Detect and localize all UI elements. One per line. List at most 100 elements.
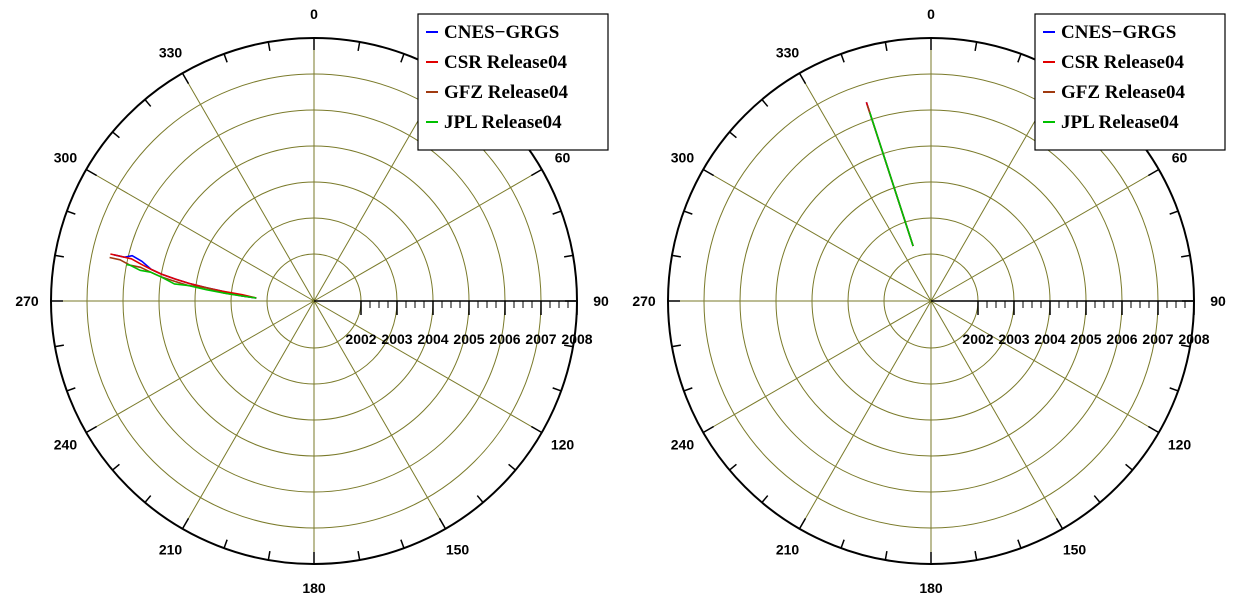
left-legend-box bbox=[417, 13, 609, 151]
polar-chart-left: 0 60 90 120 150 180 210 240 270 300 330 2002 2003 200… bbox=[15, 6, 609, 596]
right-angle-tick bbox=[1055, 517, 1064, 530]
left-angle-tick bbox=[66, 387, 76, 392]
left-angle-tick bbox=[112, 131, 120, 139]
right-angle-tick bbox=[1017, 53, 1022, 63]
left-angle-label: 240 bbox=[54, 437, 78, 453]
right-angle-tick bbox=[1125, 463, 1133, 471]
polar-chart-right-svg: 0 60 90 120 150 180 210 240 270 300 330 2002 2003 200… bbox=[632, 6, 1226, 596]
left-grid-spoke bbox=[313, 169, 543, 302]
left-legend-label: GFZ Release04 bbox=[444, 82, 569, 103]
right-angle-tick bbox=[1169, 387, 1179, 392]
left-angle-label: 270 bbox=[15, 293, 39, 309]
left-angle-label: 0 bbox=[310, 6, 318, 22]
left-angle-tick bbox=[144, 99, 152, 107]
right-series-line bbox=[869, 112, 914, 247]
right-angle-label: 90 bbox=[1210, 293, 1226, 309]
left-angle-label: 90 bbox=[593, 293, 609, 309]
right-legend-label: JPL Release04 bbox=[1061, 112, 1179, 133]
right-year-label: 2007 bbox=[1142, 331, 1173, 347]
right-year-label: 2004 bbox=[1034, 331, 1065, 347]
left-angle-tick bbox=[112, 463, 120, 471]
left-angle-tick bbox=[438, 517, 447, 530]
right-angle-tick bbox=[840, 53, 845, 63]
right-angle-label: 270 bbox=[632, 293, 656, 309]
right-angle-tick bbox=[1147, 425, 1160, 434]
right-grid-spoke bbox=[799, 300, 932, 530]
left-angle-tick bbox=[564, 344, 574, 348]
left-legend-label: CNES−GRGS bbox=[444, 22, 559, 43]
left-grid-spoke bbox=[182, 72, 315, 302]
left-angle-label: 180 bbox=[302, 580, 326, 596]
right-legend-label: CNES−GRGS bbox=[1061, 22, 1176, 43]
left-year-label: 2007 bbox=[525, 331, 556, 347]
right-grid-spoke bbox=[930, 300, 1160, 433]
left-angle-tick bbox=[54, 344, 64, 348]
right-angle-tick bbox=[884, 551, 888, 561]
left-grid-spoke bbox=[85, 169, 315, 302]
right-year-label: 2002 bbox=[962, 331, 993, 347]
left-year-label: 2008 bbox=[561, 331, 592, 347]
left-series-line bbox=[110, 253, 257, 299]
left-angle-tick bbox=[564, 254, 574, 258]
right-angle-tick bbox=[1017, 539, 1022, 549]
right-angle-tick bbox=[1147, 168, 1160, 177]
right-year-label: 2005 bbox=[1070, 331, 1101, 347]
left-grid-spoke bbox=[182, 300, 315, 530]
polar-chart-left-svg: 0 60 90 120 150 180 210 240 270 300 330 2002 2003 200… bbox=[15, 6, 609, 596]
left-angle-tick bbox=[223, 539, 228, 549]
left-year-label: 2003 bbox=[381, 331, 412, 347]
left-angle-tick bbox=[357, 41, 361, 51]
left-angle-tick bbox=[181, 72, 190, 85]
right-angle-label: 0 bbox=[927, 6, 935, 22]
left-angle-tick bbox=[552, 387, 562, 392]
right-grid-spoke bbox=[702, 169, 932, 302]
right-angle-tick bbox=[683, 210, 693, 215]
right-angle-tick bbox=[1093, 495, 1101, 503]
right-angle-tick bbox=[702, 168, 715, 177]
right-angle-tick bbox=[761, 495, 769, 503]
right-angle-tick bbox=[974, 551, 978, 561]
right-legend-box bbox=[1034, 13, 1226, 151]
right-angle-tick bbox=[683, 387, 693, 392]
left-angle-tick bbox=[267, 41, 271, 51]
left-angle-tick bbox=[508, 463, 516, 471]
left-series-line bbox=[126, 263, 257, 299]
left-legend-label: JPL Release04 bbox=[444, 112, 562, 133]
left-angle-tick bbox=[400, 539, 405, 549]
right-angle-tick bbox=[761, 99, 769, 107]
right-angle-tick bbox=[1181, 344, 1191, 348]
left-angle-label: 120 bbox=[551, 437, 575, 453]
right-angle-tick bbox=[1169, 210, 1179, 215]
right-angle-tick bbox=[974, 41, 978, 51]
left-angle-tick bbox=[530, 168, 543, 177]
left-angle-label: 150 bbox=[446, 542, 470, 558]
right-year-label: 2006 bbox=[1106, 331, 1137, 347]
left-angle-tick bbox=[267, 551, 271, 561]
left-year-label: 2004 bbox=[417, 331, 448, 347]
left-angle-tick bbox=[144, 495, 152, 503]
right-angle-tick bbox=[840, 539, 845, 549]
right-angle-label: 300 bbox=[671, 150, 695, 166]
left-angle-label: 300 bbox=[54, 150, 78, 166]
left-angle-tick bbox=[357, 551, 361, 561]
right-angle-tick bbox=[702, 425, 715, 434]
right-angle-label: 120 bbox=[1168, 437, 1192, 453]
right-angle-label: 150 bbox=[1063, 542, 1087, 558]
left-angle-tick bbox=[181, 517, 190, 530]
left-year-label: 2006 bbox=[489, 331, 520, 347]
right-angle-tick bbox=[798, 72, 807, 85]
left-grid-spoke bbox=[313, 300, 543, 433]
right-grid-spoke bbox=[702, 300, 932, 433]
left-angle-tick bbox=[85, 168, 98, 177]
right-angle-label: 60 bbox=[1172, 150, 1188, 166]
right-angle-label: 180 bbox=[919, 580, 943, 596]
right-grid-spoke bbox=[799, 72, 932, 302]
left-angle-tick bbox=[66, 210, 76, 215]
right-angle-tick bbox=[729, 463, 737, 471]
right-angle-tick bbox=[671, 344, 681, 348]
left-legend-label: CSR Release04 bbox=[444, 52, 567, 73]
right-grid-spoke bbox=[930, 300, 1063, 530]
right-angle-tick bbox=[884, 41, 888, 51]
right-legend-label: CSR Release04 bbox=[1061, 52, 1184, 73]
right-grid-spoke bbox=[930, 169, 1160, 302]
